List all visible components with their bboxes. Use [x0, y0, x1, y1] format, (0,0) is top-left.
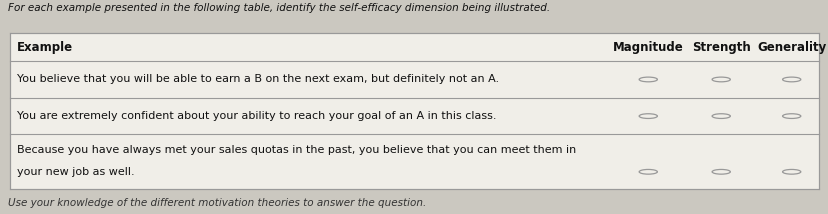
Text: your new job as well.: your new job as well.	[17, 167, 134, 177]
Text: Use your knowledge of the different motivation theories to answer the question.: Use your knowledge of the different moti…	[8, 198, 426, 208]
Text: Example: Example	[17, 41, 73, 54]
Text: You are extremely confident about your ability to reach your goal of an A in thi: You are extremely confident about your a…	[17, 111, 495, 121]
Text: Generality: Generality	[756, 41, 826, 54]
Text: Strength: Strength	[691, 41, 749, 54]
Text: Because you have always met your sales quotas in the past, you believe that you : Because you have always met your sales q…	[17, 145, 575, 155]
Text: For each example presented in the following table, identify the self-efficacy di: For each example presented in the follow…	[8, 3, 550, 13]
Text: You believe that you will be able to earn a B on the next exam, but definitely n: You believe that you will be able to ear…	[17, 74, 498, 85]
Text: Magnitude: Magnitude	[612, 41, 683, 54]
Bar	[10, 33, 818, 189]
